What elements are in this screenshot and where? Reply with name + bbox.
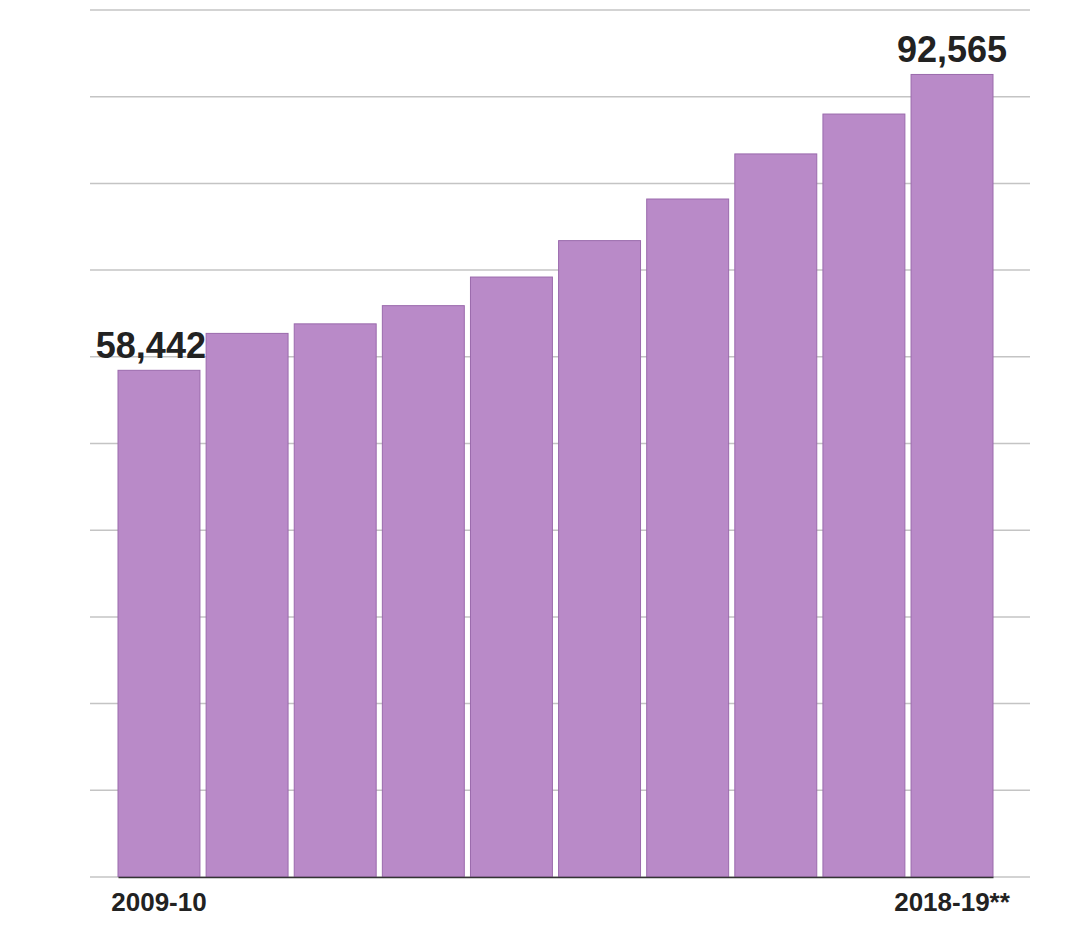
tick-label: 2018-19** [894,887,1011,917]
tick: 2018-19** [894,877,1011,917]
bar [470,277,552,877]
bar [118,370,200,877]
grid [90,10,1030,877]
bar [735,154,817,877]
grid-line [90,96,1030,98]
axis-line [119,877,994,879]
chart: 2009-10 2018-19** 58,442 92,565 [0,0,1072,937]
data-label: 92,565 [897,29,1007,70]
tick-label: 2009-10 [111,887,206,917]
bar [647,199,729,877]
bar [823,114,905,877]
grid-line [90,9,1030,11]
x-axis: 2009-10 2018-19** [111,877,1010,917]
data-labels: 58,442 92,565 [96,29,1007,366]
bar [911,74,993,877]
bars [118,74,993,877]
data-label: 58,442 [96,325,206,366]
bar [559,241,641,877]
tick: 2009-10 [111,877,206,917]
bar [294,324,376,877]
bar [382,306,464,877]
bar [206,333,288,877]
